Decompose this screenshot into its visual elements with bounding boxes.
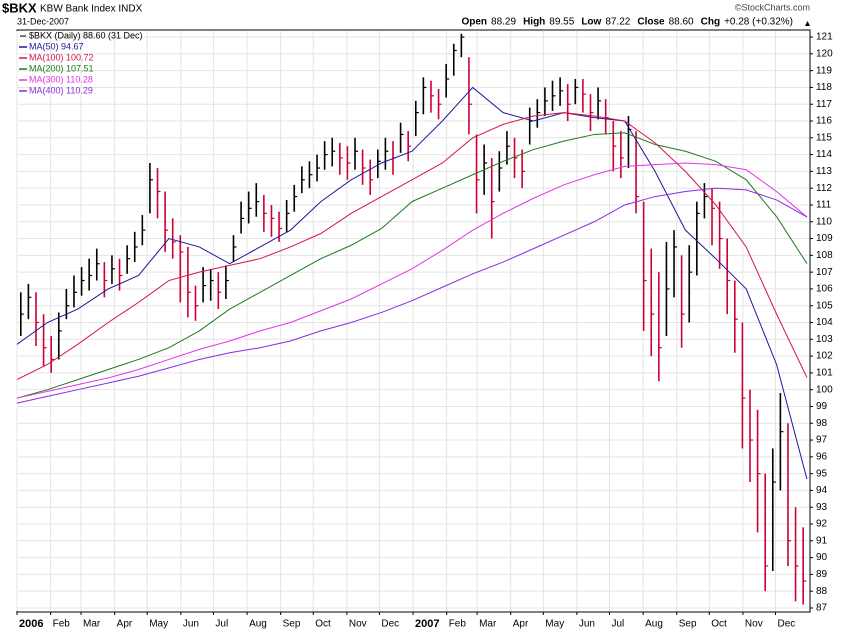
y-tick-label: 121 — [816, 32, 833, 43]
x-tick-label: Sep — [679, 619, 697, 630]
y-tick-label: 110 — [816, 216, 832, 227]
y-tick-label: 114 — [816, 149, 832, 160]
y-tick-label: 90 — [816, 552, 828, 563]
x-tick-label: 2007 — [415, 618, 439, 630]
legend-entry: MA(300) 110.28 — [29, 74, 93, 84]
y-tick-label: 109 — [816, 233, 833, 244]
quote-label: Chg — [701, 17, 720, 28]
x-tick-label: Feb — [53, 619, 71, 630]
quote-value: 89.55 — [549, 17, 574, 28]
y-tick-label: 93 — [816, 502, 828, 513]
x-tick-label: Sep — [283, 619, 301, 630]
x-tick-label: Aug — [645, 619, 663, 630]
x-tick-label: Mar — [83, 619, 101, 630]
y-tick-label: 100 — [816, 384, 833, 395]
ma-line — [16, 187, 808, 404]
y-tick-label: 102 — [816, 351, 833, 362]
y-tick-label: 89 — [816, 569, 828, 580]
y-tick-label: 103 — [816, 334, 833, 345]
x-tick-label: May — [149, 619, 168, 630]
y-tick-label: 87 — [816, 603, 828, 614]
quote-value: 88.60 — [669, 17, 694, 28]
y-tick-label: 111 — [816, 200, 832, 211]
x-tick-label: Jul — [215, 619, 228, 630]
y-tick-label: 95 — [816, 468, 828, 479]
y-tick-label: 94 — [816, 485, 828, 496]
symbol: $BKX — [2, 0, 37, 15]
y-tick-label: 88 — [816, 586, 828, 597]
x-tick-label: Jun — [183, 619, 199, 630]
y-tick-label: 101 — [816, 368, 833, 379]
legend-entry: MA(100) 100.72 — [29, 52, 94, 62]
y-tick-label: 119 — [816, 65, 832, 76]
x-tick-label: Feb — [449, 619, 467, 630]
copyright: ©StockCharts.com — [735, 2, 810, 12]
y-tick-label: 97 — [816, 435, 828, 446]
y-tick-label: 98 — [816, 418, 828, 429]
y-tick-label: 107 — [816, 267, 833, 278]
x-tick-label: Nov — [745, 619, 763, 630]
y-tick-label: 115 — [816, 132, 832, 143]
quote-value: 88.29 — [491, 17, 516, 28]
y-tick-label: 96 — [816, 451, 828, 462]
x-tick-label: Dec — [778, 619, 796, 630]
quote-value: 87.22 — [605, 17, 630, 28]
quote: Open 88.29 High 89.55 Low 87.22 Close 88.60 Chg +… — [461, 17, 793, 28]
ma-line — [16, 112, 808, 381]
x-tick-label: 2006 — [19, 618, 43, 630]
index-name: KBW Bank Index INDX — [40, 4, 143, 15]
x-tick-label: Mar — [479, 619, 497, 630]
y-tick-label: 117 — [816, 99, 832, 110]
y-tick-label: 105 — [816, 300, 833, 311]
y-tick-label: 92 — [816, 519, 828, 530]
quote-label: Close — [637, 17, 665, 28]
y-tick-label: 99 — [816, 401, 828, 412]
y-tick-label: 106 — [816, 284, 833, 295]
x-tick-label: Dec — [381, 619, 399, 630]
x-tick-label: Apr — [117, 619, 133, 630]
x-tick-label: Nov — [349, 619, 367, 630]
y-tick-label: 113 — [816, 166, 832, 177]
ma-line — [16, 86, 808, 480]
legend-entry: MA(400) 110.29 — [29, 85, 93, 95]
quote-label: High — [523, 17, 545, 28]
quote-label: Open — [461, 17, 487, 28]
x-tick-label: Aug — [249, 619, 267, 630]
quote-label: Low — [581, 17, 601, 28]
y-tick-label: 118 — [816, 82, 832, 93]
x-tick-label: Oct — [315, 619, 331, 630]
x-tick-label: Jul — [611, 619, 624, 630]
y-tick-label: 120 — [816, 48, 833, 59]
legend-entry: MA(50) 94.67 — [29, 41, 84, 51]
quote-value: +0.28 (+0.32%) — [724, 17, 793, 28]
up-arrow — [805, 21, 810, 26]
x-tick-label: Oct — [711, 619, 727, 630]
y-tick-label: 108 — [816, 250, 833, 261]
x-tick-label: Jun — [579, 619, 595, 630]
y-tick-label: 104 — [816, 317, 833, 328]
y-tick-label: 91 — [816, 535, 828, 546]
legend-entry: MA(200) 107.51 — [29, 63, 94, 73]
x-tick-label: Apr — [513, 619, 529, 630]
date: 31-Dec-2007 — [17, 16, 69, 26]
y-tick-label: 116 — [816, 116, 832, 127]
legend-entry: $BKX (Daily) 88.60 (31 Dec) — [29, 30, 143, 40]
ma-line — [16, 132, 808, 399]
y-tick-label: 112 — [816, 183, 832, 194]
x-tick-label: May — [545, 619, 564, 630]
ma-line — [16, 162, 808, 399]
